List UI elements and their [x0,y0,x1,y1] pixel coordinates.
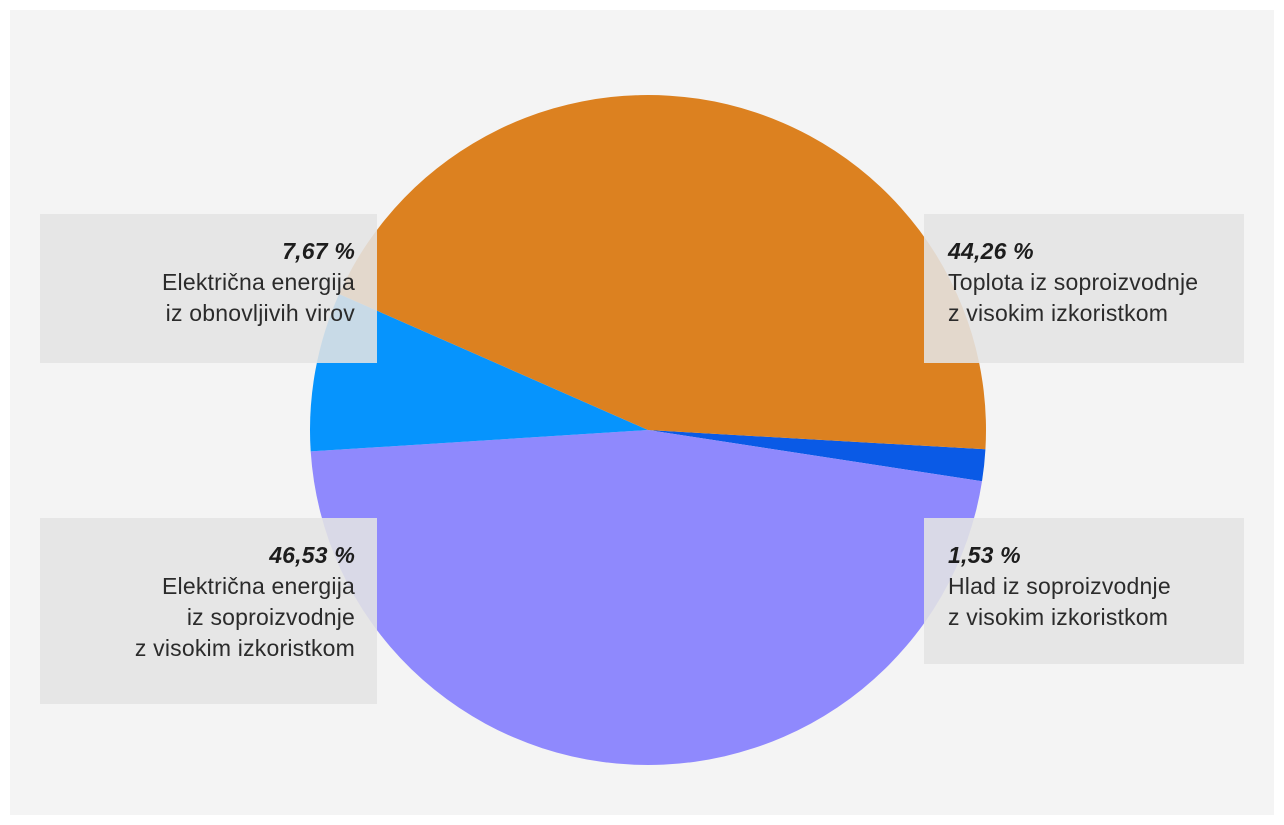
label-box-cogeneration-cooling: 1,53 % Hlad iz soproizvodnje z visokim i… [924,518,1244,664]
chart-frame: 7,67 % Električna energija iz obnovljivi… [10,10,1274,815]
slice-label-line: iz obnovljivih virov [165,300,355,326]
slice-renewable-electricity [309,294,648,452]
slice-label-line: Hlad iz soproizvodnje [948,573,1171,599]
label-box-renewable-electricity: 7,67 % Električna energija iz obnovljivi… [40,214,377,363]
label-box-cogeneration-electricity: 46,53 % Električna energija iz soproizvo… [40,518,377,704]
slice-label-line: z visokim izkoristkom [948,300,1169,326]
slice-label-line: Električna energija [161,269,355,295]
slice-label-line: z visokim izkoristkom [134,635,355,661]
pie-chart [309,95,986,765]
slice-pct-label: 46,53 % [269,542,355,568]
slice-label-line: Toplota iz soproizvodnje [948,269,1199,295]
slice-cogeneration-heat [339,95,986,450]
slice-label-line: Električna energija [161,573,355,599]
slice-cogeneration-cooling [648,430,986,482]
slice-pct-label: 1,53 % [948,542,1021,568]
slice-label-line: z visokim izkoristkom [948,604,1169,630]
label-box-cogeneration-heat: 44,26 % Toplota iz soproizvodnje z visok… [924,214,1244,363]
slice-pct-label: 44,26 % [948,238,1034,264]
slice-pct-label: 7,67 % [282,238,355,264]
slice-cogeneration-electricity [310,430,983,765]
slice-label-line: iz soproizvodnje [186,604,355,630]
